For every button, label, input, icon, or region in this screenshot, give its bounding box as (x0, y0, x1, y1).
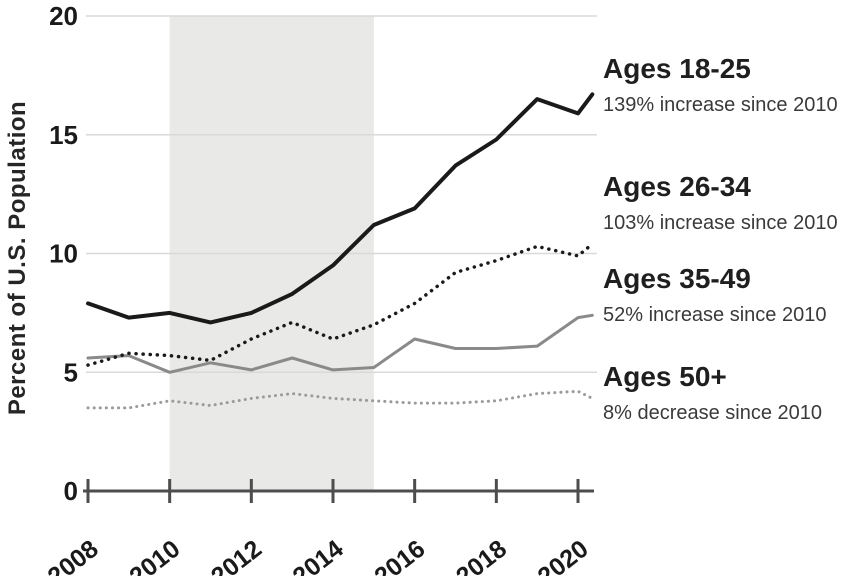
legend-entry-ages-50-plus: Ages 50+ 8% decrease since 2010 (603, 360, 822, 425)
legend-annotation: 8% decrease since 2010 (603, 401, 823, 424)
legend-entry-ages-18-25: Ages 18-25 139% increase since 2010 (603, 52, 838, 117)
legend-annotation: 103% increase since 2010 (603, 211, 838, 234)
legend-annotation: 52% increase since 2010 (603, 303, 827, 326)
legend-entry-ages-26-34: Ages 26-34 103% increase since 2010 (603, 170, 838, 235)
series-line-ages-35-49 (86, 313, 594, 374)
legend-title: Ages 35-49 (603, 263, 751, 294)
x-tick-label: 2008 (43, 535, 104, 576)
y-tick-label: 5 (64, 357, 78, 387)
y-tick-label: 0 (64, 476, 78, 506)
series-line-ages-18-25 (86, 92, 595, 325)
x-tick-label: 2020 (533, 535, 594, 576)
x-tick-label: 2012 (206, 535, 267, 576)
legend-title: Ages 26-34 (603, 171, 751, 202)
series-line-ages-50-plus (86, 389, 594, 410)
y-axis-title: Percent of U.S. Population (4, 100, 31, 416)
legend-annotation: 139% increase since 2010 (603, 93, 838, 116)
y-tick-label: 15 (49, 120, 78, 150)
y-tick-label: 10 (49, 239, 78, 269)
y-tick-label: 20 (49, 1, 78, 31)
x-tick-label: 2014 (288, 535, 349, 576)
x-tick-label: 2016 (369, 535, 430, 576)
legend-title: Ages 18-25 (603, 53, 751, 84)
legend-title: Ages 50+ (603, 361, 727, 392)
x-tick-label: 2018 (451, 535, 512, 576)
x-tick-label: 2010 (124, 535, 185, 576)
legend-entry-ages-35-49: Ages 35-49 52% increase since 2010 (603, 262, 826, 327)
